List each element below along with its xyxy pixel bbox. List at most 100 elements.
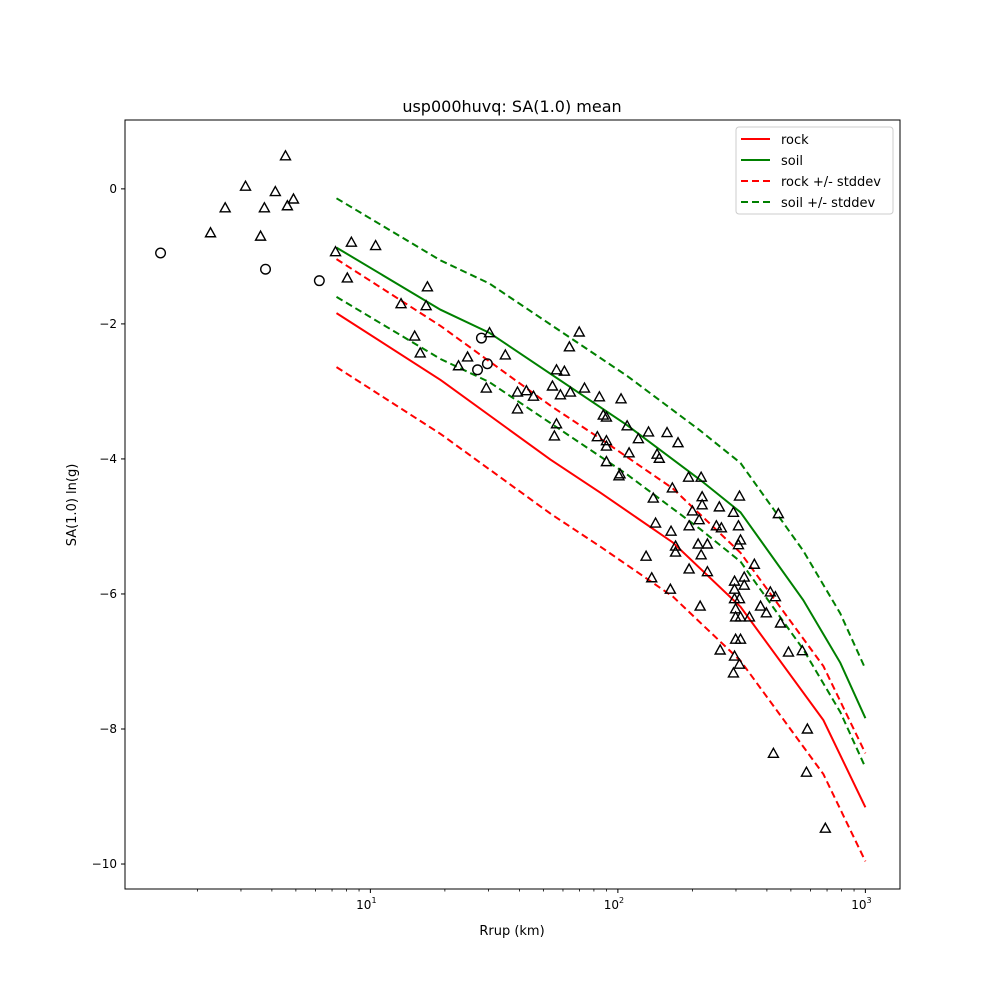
triangle-point: [600, 410, 613, 422]
triangle-point: [734, 610, 747, 622]
triangle-point: [732, 538, 745, 550]
triangle-point: [622, 446, 636, 458]
triangle-point: [593, 390, 606, 402]
triangle-point: [800, 765, 813, 777]
triangle-point: [408, 329, 421, 341]
triangle-point: [748, 557, 761, 569]
triangle-point: [558, 364, 571, 376]
triangle-point: [727, 505, 740, 517]
triangle-point: [281, 199, 294, 211]
x-axis-label: Rrup (km): [479, 924, 544, 939]
triangle-point: [713, 643, 727, 655]
legend-box: [735, 126, 894, 215]
triangle-point: [801, 722, 814, 734]
rock-mean-line: [335, 312, 867, 808]
triangle-point: [483, 326, 496, 338]
triangle-point: [452, 359, 465, 371]
triangle-point: [421, 280, 434, 292]
triangle-point: [664, 582, 677, 594]
rock-plus-stddev-line: [335, 258, 867, 754]
triangle-point: [727, 666, 740, 678]
circle-point: [313, 275, 325, 287]
soil-minus-stddev-line: [335, 296, 867, 768]
plot-area: [155, 149, 867, 862]
triangle-point: [563, 340, 576, 352]
triangle-point: [614, 392, 628, 404]
triangle-point: [692, 513, 706, 525]
x-tick-exponent: 3: [866, 896, 871, 905]
triangle-point: [600, 455, 613, 467]
triangle-point: [578, 381, 591, 393]
triangle-point: [258, 201, 271, 213]
triangle-point: [669, 545, 682, 557]
x-tick-label: 102: [604, 896, 624, 912]
triangle-point: [682, 470, 695, 482]
triangle-point: [664, 524, 678, 536]
y-tick-label: −6: [99, 587, 117, 601]
triangle-point: [694, 470, 708, 482]
triangle-point: [269, 185, 282, 197]
triangle-point: [369, 239, 382, 251]
circle-point: [475, 332, 487, 344]
triangle-point: [682, 519, 696, 531]
triangle-point: [774, 616, 787, 628]
triangle-point: [499, 348, 512, 360]
triangle-point: [649, 516, 662, 528]
soil-plus-stddev-line: [335, 197, 867, 670]
x-tick-label: 103: [851, 896, 871, 912]
x-tick-base: 10: [604, 898, 619, 912]
triangle-point: [671, 436, 685, 448]
legend-label: soil: [781, 154, 803, 169]
triangle-point: [819, 821, 832, 833]
triangle-point: [691, 537, 705, 549]
triangle-point: [461, 350, 474, 362]
triangle-point: [632, 432, 645, 444]
legend-label: rock +/- stddev: [781, 175, 881, 190]
axes-frame: [124, 119, 901, 890]
triangle-point: [204, 226, 217, 238]
triangle-point: [548, 429, 561, 441]
triangle-point: [782, 645, 795, 657]
circle-point: [481, 358, 493, 370]
triangle-point: [511, 402, 524, 414]
triangle-point: [620, 419, 634, 431]
triangle-point: [527, 389, 540, 401]
triangle-point: [329, 245, 342, 257]
y-tick-label: −4: [99, 452, 117, 466]
triangle-point: [713, 500, 726, 512]
y-tick-label: 0: [109, 182, 117, 196]
triangle-point: [769, 590, 782, 602]
triangle-point: [660, 426, 674, 438]
x-tick-exponent: 2: [619, 896, 624, 905]
triangle-point: [600, 434, 613, 446]
triangle-point: [666, 481, 679, 493]
triangle-point: [715, 521, 728, 533]
y-tick-label: −2: [99, 317, 117, 331]
triangle-point: [591, 430, 604, 442]
triangle-point: [695, 498, 709, 510]
triangle-point: [732, 519, 745, 531]
triangle-point: [653, 451, 666, 463]
circle-point: [155, 247, 167, 259]
triangle-point: [728, 649, 741, 661]
triangle-point: [600, 439, 613, 451]
triangle-point: [733, 657, 746, 669]
triangle-point: [645, 571, 658, 583]
triangle-point: [573, 325, 586, 337]
triangle-point: [693, 599, 707, 611]
triangle-point: [419, 299, 433, 311]
triangle-point: [642, 425, 655, 437]
triangle-point: [511, 385, 524, 397]
triangle-point: [694, 548, 708, 560]
legend-label: soil +/- stddev: [781, 196, 876, 211]
legend: rock soil rock +/- stddev soil +/- stddev: [735, 126, 894, 215]
triangle-point: [733, 592, 746, 604]
triangle-point: [550, 417, 563, 429]
triangle-point: [767, 746, 780, 758]
x-tick-exponent: 1: [371, 896, 376, 905]
triangle-point: [760, 606, 773, 618]
triangle-point: [754, 599, 767, 611]
triangle-point: [554, 388, 567, 400]
